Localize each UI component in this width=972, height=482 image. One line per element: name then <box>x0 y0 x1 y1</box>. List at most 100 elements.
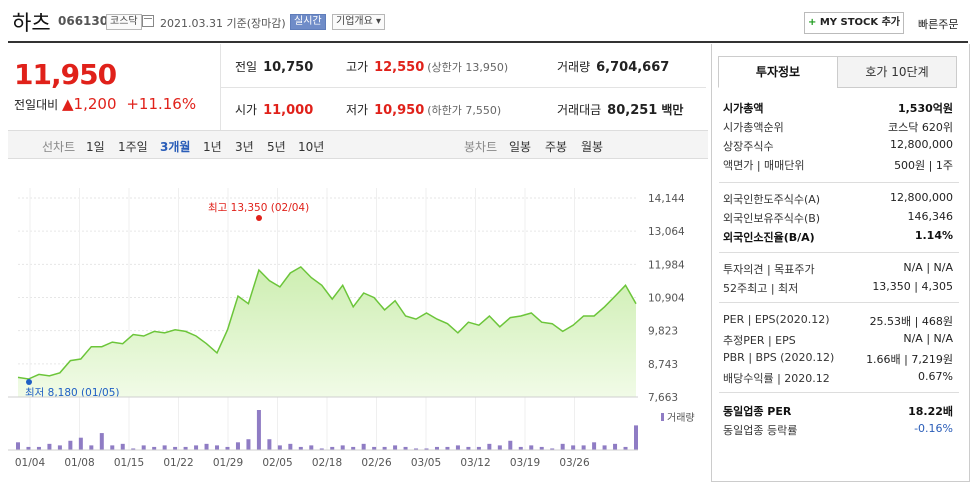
volume-bar <box>487 443 492 450</box>
info-label: 투자의견 | 목표주가 <box>723 263 815 276</box>
volume-bar <box>497 445 502 450</box>
info-value: N/A | N/A <box>903 332 953 345</box>
tab-hoga-10[interactable]: 호가 10단계 <box>837 56 957 88</box>
company-overview-dropdown[interactable]: 기업개요 ▾ <box>332 14 385 30</box>
info-value: 18.22배 <box>908 405 953 418</box>
price-area <box>18 266 636 397</box>
amount-unit: 백만 <box>661 103 684 117</box>
tab-daily-candle[interactable]: 일봉 <box>509 140 532 154</box>
volume-bar <box>340 445 345 450</box>
tab-1day[interactable]: 1일 <box>86 140 105 154</box>
info-row: 추정PER | EPS N/A | N/A <box>723 332 953 351</box>
volume-bar <box>194 445 199 450</box>
tab-monthly-candle[interactable]: 월봉 <box>581 140 604 154</box>
volume-bar <box>414 448 419 450</box>
amount-stat: 거래대금 80,251 백만 <box>557 101 683 118</box>
price-chart[interactable]: 14,14413,06411,98410,9049,8238,7437,663 … <box>8 160 708 482</box>
volume-bar <box>141 445 146 450</box>
open-value: 11,000 <box>263 103 314 118</box>
volume-bar <box>592 442 597 450</box>
price-line <box>17 265 637 380</box>
info-value: 1.66배 | 7,219원 <box>866 353 953 366</box>
volume-bar <box>539 446 544 450</box>
volume-bar <box>382 446 387 450</box>
prev-close: 전일 10,750 <box>235 58 313 75</box>
volume-bar <box>78 437 83 450</box>
info-value: 13,350 | 4,305 <box>872 280 953 293</box>
volume-bar <box>330 446 335 450</box>
low-label: 저가 <box>346 103 369 117</box>
info-label: 시가총액 <box>723 102 764 115</box>
volume-bar <box>235 442 240 450</box>
info-row: PER | EPS(2020.12) 25.53배 | 468원 <box>723 313 953 332</box>
info-label: PBR | BPS (2020.12) <box>723 351 835 364</box>
volume-bar <box>319 448 324 450</box>
info-row: 동일업종 PER 18.22배 <box>723 403 953 422</box>
open-price: 시가 11,000 <box>235 101 313 118</box>
high-annotation: 최고 13,350 (02/04) <box>208 202 309 214</box>
volume-bar <box>152 446 157 450</box>
tab-1year[interactable]: 1년 <box>203 140 222 154</box>
upper-limit: (상한가 13,950) <box>427 61 509 74</box>
price-box <box>8 43 708 131</box>
y-tick-label: 13,064 <box>648 226 685 238</box>
volume-bar <box>361 443 366 450</box>
tab-3year[interactable]: 3년 <box>235 140 254 154</box>
tab-10year[interactable]: 10년 <box>298 140 325 154</box>
volume-bar <box>571 445 576 450</box>
volume-bar <box>173 446 178 450</box>
low-price: 저가 10,950 (하한가 7,550) <box>346 101 501 118</box>
volume-bar <box>36 446 41 450</box>
high-label: 고가 <box>346 60 369 74</box>
volume-bar <box>204 443 209 450</box>
my-stock-add-button[interactable]: + MY STOCK 추가 <box>804 12 904 34</box>
volume-bar <box>16 442 20 450</box>
y-tick-label: 14,144 <box>648 193 685 205</box>
volume-bar <box>466 446 471 450</box>
info-value: 500원 | 1주 <box>894 159 953 172</box>
volume-bar <box>110 445 115 450</box>
info-row: 외국인소진율(B/A) 1.14% <box>723 229 953 248</box>
info-row: 동일업종 등락률 -0.16% <box>723 422 953 441</box>
info-row: 시가총액 1,530억원 <box>723 100 953 119</box>
volume-legend-swatch <box>661 413 664 421</box>
info-label: 액면가 | 매매단위 <box>723 159 805 172</box>
volume-bar <box>120 443 125 450</box>
prev-value: 10,750 <box>263 60 314 75</box>
volume-stat: 거래량 6,704,667 <box>557 58 669 75</box>
base-date: 2021.03.31 기준(장마감) <box>160 17 286 30</box>
tab-5year[interactable]: 5년 <box>267 140 286 154</box>
info-row: 52주최고 | 최저 13,350 | 4,305 <box>723 280 953 299</box>
info-row: 시가총액순위 코스닥 620위 <box>723 119 953 138</box>
info-label: 시가총액순위 <box>723 121 784 134</box>
low-value: 10,950 <box>374 103 425 118</box>
info-value: 코스닥 620위 <box>888 121 953 134</box>
panel-divider <box>719 182 959 183</box>
tab-invest-info[interactable]: 투자정보 <box>718 56 838 88</box>
quick-order-link[interactable]: 빠른주문 <box>918 18 959 31</box>
info-label: 동일업종 등락률 <box>723 424 798 437</box>
high-marker <box>256 215 262 221</box>
x-tick-label: 03/05 <box>411 457 441 469</box>
stats-divider <box>220 87 706 88</box>
volume-bar <box>298 446 303 450</box>
current-price: 11,950 <box>14 58 117 91</box>
volume-bar <box>372 446 377 450</box>
volume-bar <box>351 446 356 450</box>
open-label: 시가 <box>235 103 258 117</box>
realtime-tag[interactable]: 실시간 <box>290 14 326 30</box>
tab-1week[interactable]: 1주일 <box>118 140 148 154</box>
info-row: 상장주식수 12,800,000 <box>723 138 953 157</box>
info-value: -0.16% <box>914 422 953 435</box>
info-value: 146,346 <box>907 210 954 223</box>
info-value: 1.14% <box>914 229 953 242</box>
diff-rate: +11.16% <box>126 95 197 113</box>
x-tick-label: 03/19 <box>510 457 540 469</box>
info-value: N/A | N/A <box>903 261 953 274</box>
tab-weekly-candle[interactable]: 주봉 <box>545 140 568 154</box>
tab-3month[interactable]: 3개월 <box>160 140 191 154</box>
stock-code: 066130 <box>58 14 109 28</box>
x-tick-label: 01/22 <box>163 457 193 469</box>
volume-bar <box>550 448 555 450</box>
low-annotation: 최저 8,180 (01/05) <box>25 387 120 399</box>
